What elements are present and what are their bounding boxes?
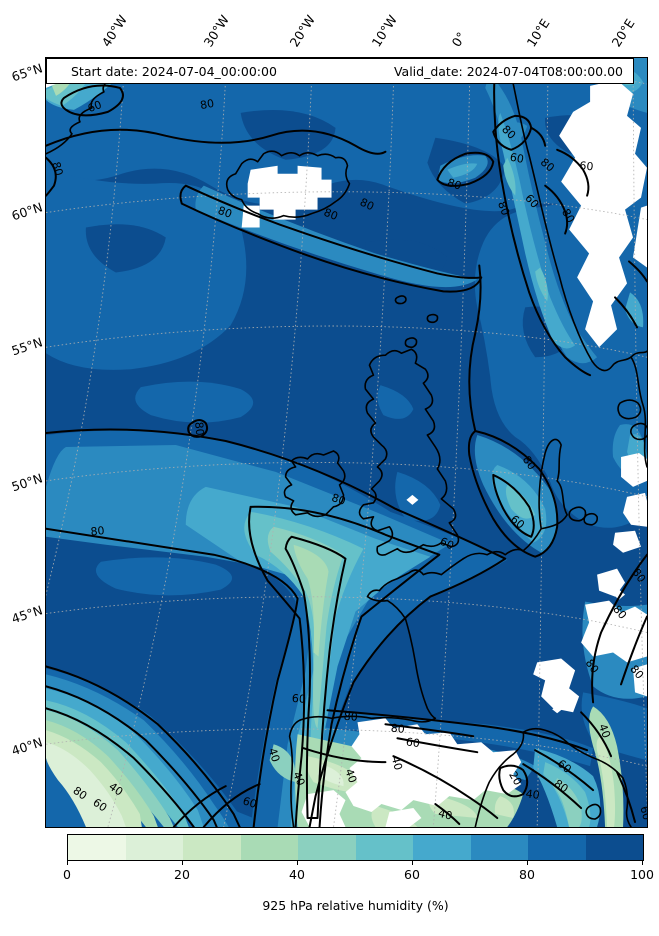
- colorbar-tick-mark: [527, 861, 529, 865]
- coastlines: [46, 58, 647, 827]
- contour-label: 40: [437, 807, 454, 823]
- colorbar-segment: [183, 835, 241, 860]
- contour-label: 60: [509, 151, 525, 166]
- colorbar-tick-mark: [67, 861, 69, 865]
- contour-label: 60: [241, 794, 258, 811]
- contour-label: 40: [525, 787, 541, 802]
- contour-label: 80: [495, 200, 512, 218]
- contour-label: 80: [358, 196, 376, 214]
- contour-label: 60: [405, 735, 421, 750]
- start-date-label: Start date: 2024-07-04_00:00:00: [71, 63, 277, 79]
- contour-label: 80: [49, 160, 65, 177]
- contour-label: 40: [342, 767, 359, 785]
- top-tick-label: 30°W: [200, 12, 232, 50]
- left-tick-label: 65°N: [9, 60, 45, 85]
- colorbar-tick-label: 40: [289, 867, 305, 882]
- contour-label: 60: [438, 535, 456, 553]
- colorbar-tick-mark: [642, 861, 644, 865]
- colorbar-caption: 925 hPa relative humidity (%): [262, 898, 449, 913]
- valid-date-label: Valid_date: 2024-07-04T08:00:00.00: [393, 63, 623, 79]
- contour-label: 80: [559, 207, 577, 226]
- contour-label: 20: [506, 769, 524, 788]
- contour-label: 60: [579, 159, 594, 173]
- contour-label: 80: [322, 206, 340, 223]
- colorbar-segment: [68, 835, 126, 860]
- contour-lines: [46, 58, 647, 827]
- colorbar-tick-mark: [297, 861, 299, 865]
- contour-label: 40: [389, 755, 405, 772]
- contour-label: 40: [266, 746, 283, 763]
- contour-label: 80: [192, 421, 206, 436]
- colorbar: [67, 834, 644, 861]
- left-tick-label: 50°N: [9, 470, 45, 495]
- map-panel: 80 60 80 80 80 80 80 60 80 60 80 80 60 80 80 80 80 60 80 60…: [45, 57, 648, 828]
- colorbar-tick-label: 80: [519, 867, 535, 882]
- contour-label: 80: [343, 710, 358, 724]
- contour-label: 80: [446, 176, 463, 193]
- date-header: Start date: 2024-07-04_00:00:00 Valid_da…: [46, 58, 634, 84]
- nodata-white: [46, 58, 647, 827]
- left-tick-label: 60°N: [9, 199, 45, 224]
- contour-label: 80: [216, 204, 234, 221]
- colorbar-segment: [298, 835, 356, 860]
- colorbar-segment: [125, 835, 183, 860]
- colorbar-segment: [585, 835, 643, 860]
- left-tick-label: 45°N: [9, 602, 45, 627]
- colorbar-tick-label: 60: [404, 867, 420, 882]
- top-tick-label: 20°W: [286, 12, 318, 50]
- colorbar-tick-mark: [182, 861, 184, 865]
- colorbar-segment: [240, 835, 298, 860]
- colorbar-tick-mark: [412, 861, 414, 865]
- contour-label: 60: [86, 98, 104, 115]
- contour-label: 40: [290, 770, 307, 788]
- contour-label: 60: [291, 692, 306, 706]
- top-tick-label: 10°W: [368, 12, 400, 50]
- colorbar-tick-label: 20: [174, 867, 190, 882]
- top-tick-label: 40°W: [98, 12, 130, 50]
- colorbar-segment: [528, 835, 586, 860]
- contour-label: 80: [390, 722, 405, 736]
- colorbar-tick-label: 100: [630, 867, 654, 882]
- contour-label: 80: [90, 524, 105, 538]
- contour-label: 80: [330, 491, 347, 508]
- left-tick-label: 40°N: [9, 734, 45, 759]
- colorbar-tick-label: 0: [63, 867, 71, 882]
- colorbar-segment: [355, 835, 413, 860]
- top-tick-label: 0°: [448, 29, 469, 50]
- contour-label: 60: [637, 805, 647, 822]
- top-tick-label: 10°E: [523, 16, 553, 50]
- left-tick-label: 55°N: [9, 334, 45, 359]
- contour-label: 40: [596, 722, 613, 740]
- colorbar-segment: [470, 835, 528, 860]
- colorbar-segment: [413, 835, 471, 860]
- contour-label: 80: [199, 97, 215, 112]
- top-tick-label: 20°E: [608, 16, 638, 50]
